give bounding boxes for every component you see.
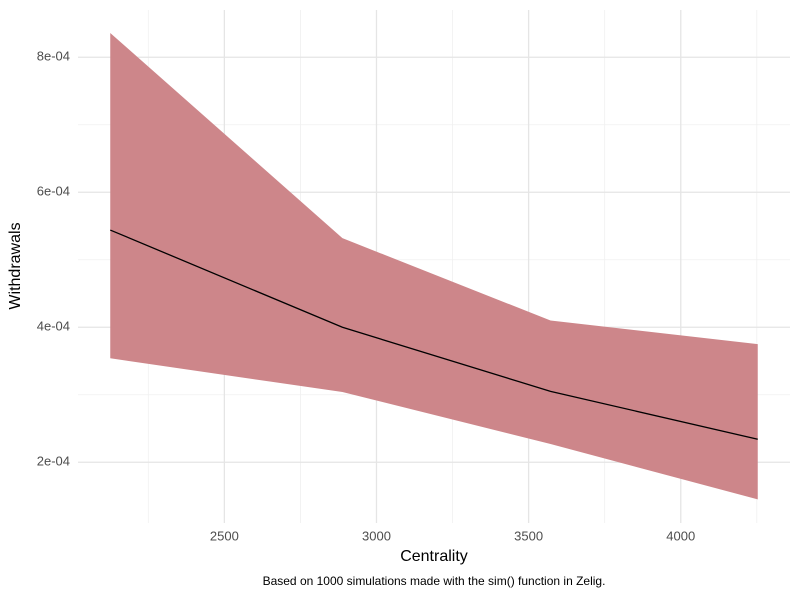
y-tick-label: 2e-04 [37, 454, 70, 469]
line [110, 229, 758, 440]
x-tick-label: 3500 [514, 528, 543, 543]
y-tick-label: 6e-04 [37, 184, 70, 199]
x-tick-label: 4000 [666, 528, 695, 543]
x-tick-label: 2500 [210, 528, 239, 543]
y-tick-label: 4e-04 [37, 319, 70, 334]
y-axis-title: Withdrawals [7, 222, 24, 309]
ribbon [110, 32, 758, 500]
marks [110, 32, 758, 500]
x-tick-label: 3000 [362, 528, 391, 543]
caption: Based on 1000 simulations made with the … [263, 574, 606, 588]
y-tick-label: 8e-04 [37, 49, 70, 64]
x-axis-title: Centrality [400, 548, 468, 565]
